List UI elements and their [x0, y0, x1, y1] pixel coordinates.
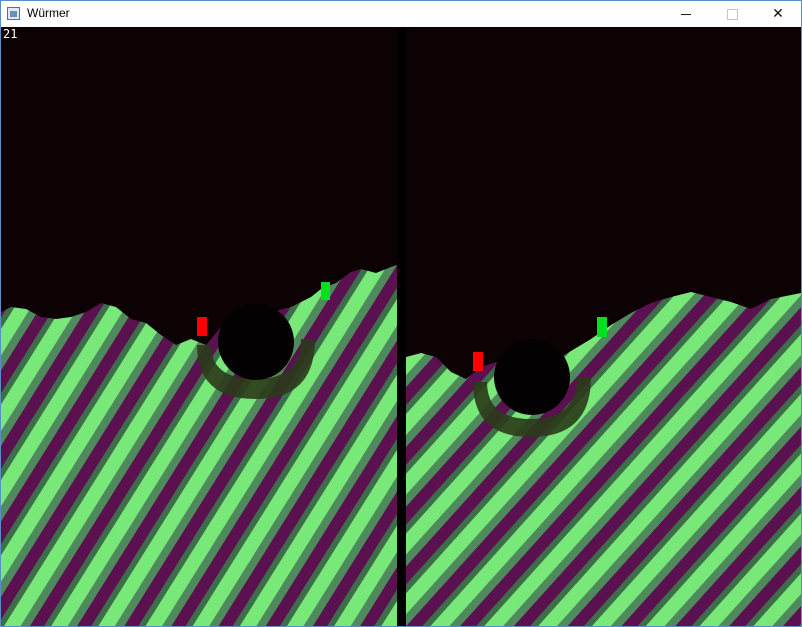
frame-counter: 21 — [3, 27, 18, 41]
game-viewport[interactable]: 21 — [1, 27, 801, 626]
crater-rim-left — [197, 339, 315, 399]
crater-rim-right — [473, 377, 591, 437]
title-bar[interactable]: Würmer ✕ — [1, 1, 801, 27]
window-title: Würmer — [27, 6, 70, 20]
red-worm-left[interactable] — [197, 317, 207, 336]
terrain-left — [1, 265, 397, 626]
left-view[interactable] — [1, 265, 397, 626]
maximize-icon — [726, 8, 738, 20]
green-worm-right[interactable] — [597, 317, 607, 337]
close-button[interactable]: ✕ — [755, 1, 801, 27]
crater-left — [218, 304, 294, 380]
crater-right — [494, 339, 570, 415]
window-app-icon — [7, 7, 20, 20]
right-view[interactable] — [406, 292, 801, 626]
maximize-button[interactable] — [709, 1, 755, 27]
minimize-icon — [681, 13, 691, 15]
green-worm-left[interactable] — [321, 282, 330, 300]
game-scene[interactable] — [1, 27, 801, 626]
minimize-button[interactable] — [663, 1, 709, 27]
split-divider — [397, 27, 406, 626]
red-worm-right[interactable] — [473, 352, 483, 371]
close-icon: ✕ — [772, 6, 784, 22]
